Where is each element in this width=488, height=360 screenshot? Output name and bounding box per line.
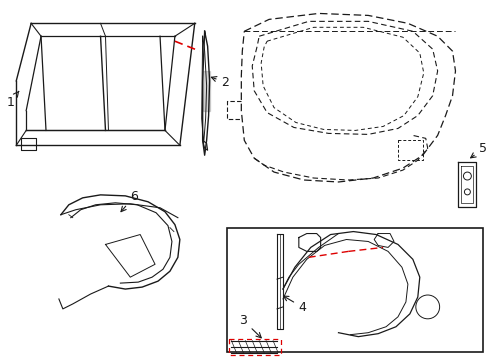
Polygon shape [202, 71, 209, 111]
Text: 2: 2 [211, 76, 229, 89]
Text: 5: 5 [469, 142, 486, 158]
Text: 1: 1 [6, 91, 19, 109]
Text: 3: 3 [239, 314, 261, 338]
Bar [227, 228, 482, 351]
Text: 4: 4 [283, 296, 306, 314]
Text: 6: 6 [121, 190, 138, 212]
